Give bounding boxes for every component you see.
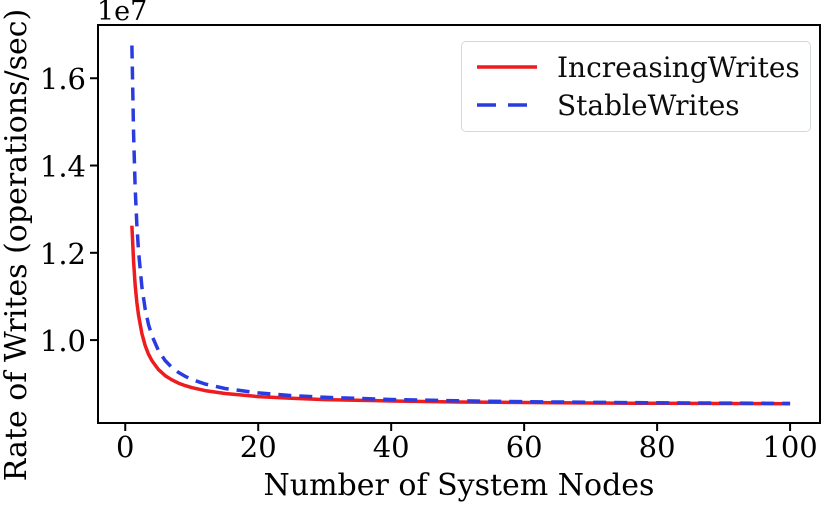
y-tick-label: 1.4 (40, 150, 86, 184)
legend-line-sample-dashed (477, 103, 537, 107)
y-tick-label: 1.0 (40, 324, 86, 358)
y-axis-offset-label: 1e7 (97, 0, 148, 27)
x-tick-label: 80 (639, 430, 676, 464)
legend-item-increasingwrites: IncreasingWrites (477, 48, 800, 86)
legend-line-sample-solid (477, 65, 537, 69)
x-tick-label: 0 (116, 430, 134, 464)
x-tick-label: 20 (240, 430, 277, 464)
legend-item-stablewrites: StableWrites (477, 86, 800, 124)
y-tick-label: 1.6 (40, 62, 86, 96)
legend-label-stablewrites: StableWrites (557, 88, 740, 122)
legend: IncreasingWrites StableWrites (461, 41, 811, 132)
x-axis-label: Number of System Nodes (263, 468, 655, 503)
x-tick-label: 100 (762, 430, 817, 464)
series-line-stablewrites (130, 45, 791, 406)
legend-label-increasingwrites: IncreasingWrites (557, 50, 800, 84)
series-line-increasingwrites (130, 225, 791, 406)
x-tick-label: 60 (506, 430, 543, 464)
x-tick-label: 40 (373, 430, 410, 464)
axes-frame (97, 24, 821, 424)
y-tick-label: 1.2 (40, 237, 86, 271)
